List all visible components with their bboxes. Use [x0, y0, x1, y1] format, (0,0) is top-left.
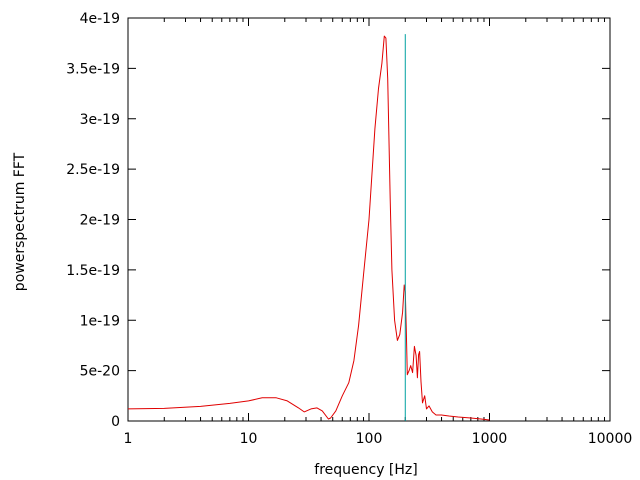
y-tick-label: 5e-20	[80, 364, 120, 380]
y-tick-label: 4e-19	[80, 11, 120, 27]
y-tick-label: 0	[111, 414, 120, 430]
series-group	[127, 35, 490, 421]
x-axis-ticks: 1 10 100 1000 10000	[124, 18, 633, 447]
y-tick-label: 2e-19	[80, 213, 120, 229]
plot-area: 1 10 100 1000 10000 0 5e-20 1e-19 1.5e-19 2e-19 2…	[66, 11, 632, 447]
y-axis-ticks: 0 5e-20 1e-19 1.5e-19 2e-19 2.5e-19 3e-19 3.5e-…	[66, 11, 610, 430]
y-tick-label: 3.5e-19	[66, 61, 120, 77]
x-tick-label: 1	[124, 431, 133, 447]
y-tick-label: 2.5e-19	[66, 162, 120, 178]
x-tick-label: 10000	[588, 431, 633, 447]
y-tick-label: 1.5e-19	[66, 263, 120, 279]
x-tick-label: 1000	[472, 431, 508, 447]
x-tick-label: 10	[240, 431, 258, 447]
x-axis-label: frequency [Hz]	[314, 462, 417, 478]
x-tick-label: 100	[356, 431, 383, 447]
y-tick-label: 3e-19	[80, 112, 120, 128]
y-tick-label: 1e-19	[80, 313, 120, 329]
spectrum-line	[127, 35, 490, 421]
y-axis-label: powerspectrum FFT	[12, 152, 28, 291]
